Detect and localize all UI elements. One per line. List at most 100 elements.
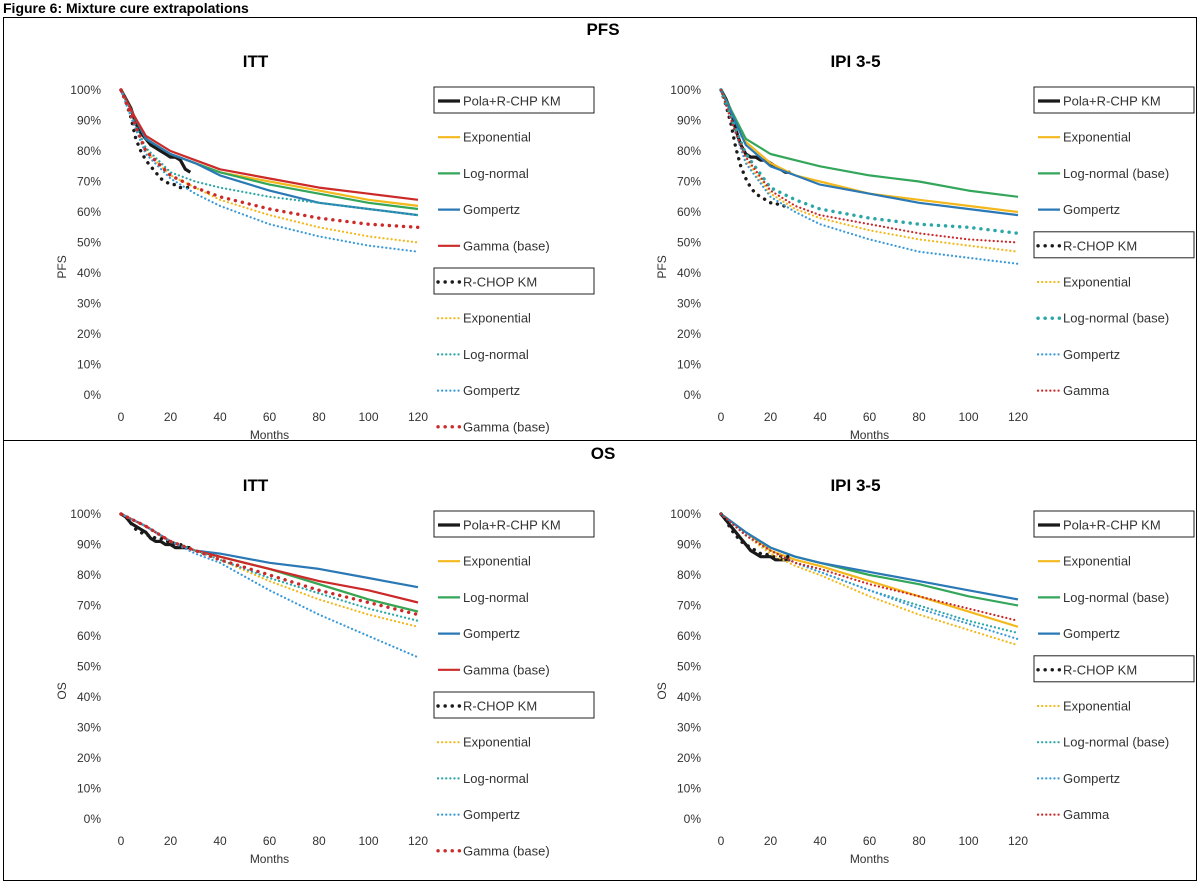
y-tick-label: 10% xyxy=(77,358,101,372)
y-tick-label: 0% xyxy=(684,812,702,826)
y-tick-label: 50% xyxy=(677,660,701,674)
y-axis-label: PFS xyxy=(55,255,69,278)
chart-os-ipi: IPI 3-5 0% 10% 20% 30% 40% 50% 60% 70% 80% 90% 100%… xyxy=(600,441,1200,866)
legend-box xyxy=(433,510,595,538)
legend-label: R-CHOP KM xyxy=(1063,662,1137,677)
y-tick-label: 40% xyxy=(677,690,701,704)
y-tick-label: 100% xyxy=(670,83,701,97)
x-tick-label: 120 xyxy=(408,834,428,848)
y-tick-label: 0% xyxy=(84,812,102,826)
y-tick-label: 60% xyxy=(677,205,701,219)
legend-label: Pola+R-CHP KM xyxy=(1063,518,1161,533)
series-line xyxy=(720,513,1019,601)
y-tick-label: 0% xyxy=(84,388,102,402)
y-tick-label: 90% xyxy=(677,114,701,128)
legend-label: Exponential xyxy=(463,311,531,326)
legend-label: Log-normal (base) xyxy=(1063,735,1169,750)
y-tick-label: 10% xyxy=(77,782,101,796)
section-title-pfs: PFS xyxy=(586,20,620,39)
y-tick-label: 60% xyxy=(77,629,101,643)
y-tick-label: 50% xyxy=(77,660,101,674)
legend-label: Gompertz xyxy=(463,383,520,398)
series-line xyxy=(719,88,1020,265)
legend-box xyxy=(433,267,595,295)
legend-label: Pola+R-CHP KM xyxy=(463,94,561,109)
legend-label: Gamma (base) xyxy=(463,843,550,858)
section-title-os: OS xyxy=(590,444,616,463)
y-tick-label: 30% xyxy=(77,721,101,735)
y-tick-label: 50% xyxy=(677,236,701,250)
legend-label: Exponential xyxy=(1063,275,1131,290)
legend-label: R-CHOP KM xyxy=(463,699,537,714)
series-line xyxy=(719,512,792,559)
y-tick-label: 30% xyxy=(677,297,701,311)
y-tick-label: 70% xyxy=(77,175,101,189)
x-tick-label: 40 xyxy=(813,834,827,848)
legend-label: Log-normal (base) xyxy=(1063,590,1169,605)
y-axis-label: PFS xyxy=(655,255,669,278)
legend-label: Gamma (base) xyxy=(463,419,550,434)
series-line xyxy=(119,512,420,617)
series-line xyxy=(120,513,419,604)
y-tick-label: 70% xyxy=(77,599,101,613)
series-line xyxy=(719,89,1019,217)
legend-label: Gompertz xyxy=(1063,202,1120,217)
legend-label: Exponential xyxy=(1063,699,1131,714)
x-axis-label: Months xyxy=(250,852,289,866)
x-tick-label: 80 xyxy=(912,410,926,424)
series-line xyxy=(119,512,192,550)
x-tick-label: 120 xyxy=(1008,834,1028,848)
legend-label: Exponential xyxy=(463,130,531,145)
x-tick-label: 100 xyxy=(958,834,978,848)
chart-svg-pfs-itt: ITT 0% 10% 20% 30% 40% 50% 60% 70% 80% 90% 100% 0 20 4… xyxy=(55,52,595,442)
x-tick-label: 40 xyxy=(213,834,227,848)
x-tick-label: 0 xyxy=(718,410,725,424)
y-tick-label: 100% xyxy=(670,507,701,521)
y-tick-label: 100% xyxy=(70,83,101,97)
series-line xyxy=(119,88,420,217)
legend-label: Log-normal xyxy=(463,166,529,181)
y-axis-label: OS xyxy=(655,682,669,699)
series-line xyxy=(719,512,1020,647)
y-tick-label: 80% xyxy=(77,568,101,582)
x-tick-label: 120 xyxy=(408,410,428,424)
x-tick-label: 60 xyxy=(263,834,277,848)
legend-label: Gompertz xyxy=(463,202,520,217)
x-tick-label: 80 xyxy=(312,834,326,848)
legend-box xyxy=(1033,231,1195,259)
legend-label: Pola+R-CHP KM xyxy=(1063,94,1161,109)
series-line xyxy=(719,512,791,562)
legend-label: Gompertz xyxy=(1063,347,1120,362)
x-tick-label: 20 xyxy=(764,410,778,424)
panel-title: ITT xyxy=(243,52,269,71)
y-axis-label: OS xyxy=(55,682,69,699)
x-tick-label: 20 xyxy=(164,410,178,424)
x-tick-label: 60 xyxy=(863,834,877,848)
legend-label: Pola+R-CHP KM xyxy=(463,518,561,533)
legend-label: Gompertz xyxy=(463,807,520,822)
series-line xyxy=(120,513,419,589)
y-tick-label: 40% xyxy=(77,266,101,280)
panel-title: ITT xyxy=(243,476,269,495)
legend-label: Gompertz xyxy=(1063,626,1120,641)
section-divider xyxy=(3,440,1197,441)
legend-label: Exponential xyxy=(1063,554,1131,569)
y-tick-label: 20% xyxy=(77,751,101,765)
series-line xyxy=(720,89,1019,198)
legend-box xyxy=(1033,510,1195,538)
x-tick-label: 100 xyxy=(358,834,378,848)
legend-label: Exponential xyxy=(463,735,531,750)
y-tick-label: 50% xyxy=(77,236,101,250)
y-tick-label: 90% xyxy=(77,538,101,552)
x-axis-label: Months xyxy=(850,852,889,866)
series-line xyxy=(120,89,419,201)
figure-title: Figure 6: Mixture cure extrapolations xyxy=(3,0,249,16)
y-tick-label: 70% xyxy=(677,175,701,189)
chart-svg-os-ipi: IPI 3-5 0% 10% 20% 30% 40% 50% 60% 70% 80% 90% 100%… xyxy=(655,476,1195,866)
x-tick-label: 80 xyxy=(912,834,926,848)
legend-label: Log-normal xyxy=(463,590,529,605)
x-tick-label: 60 xyxy=(863,410,877,424)
legend-label: Gamma xyxy=(1063,383,1110,398)
x-tick-label: 20 xyxy=(164,834,178,848)
legend-box xyxy=(1033,655,1195,683)
